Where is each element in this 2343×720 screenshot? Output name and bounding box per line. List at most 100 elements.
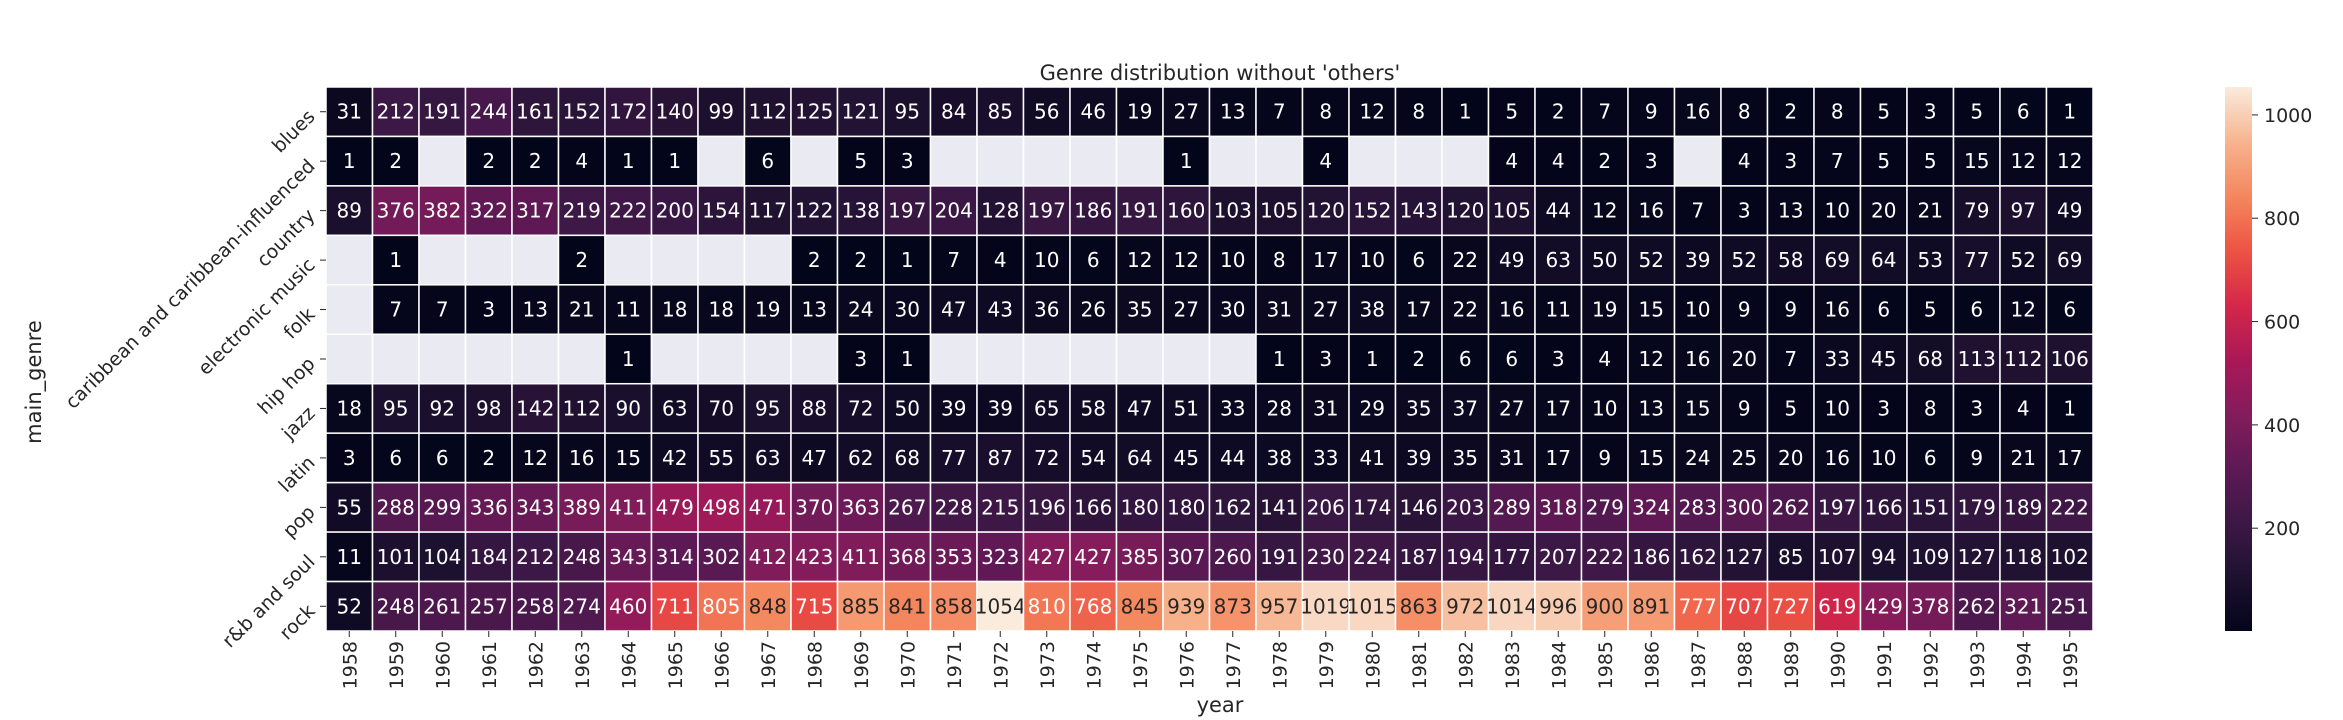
- cell-value-label: 727: [1772, 594, 1810, 618]
- cell-value-label: 31: [1313, 396, 1338, 420]
- heatmap-cell: [1952, 86, 2001, 138]
- cell-value-label: 77: [1964, 248, 1989, 272]
- cell-value-label: 7: [1691, 199, 1704, 223]
- cell-value-label: 47: [941, 298, 966, 322]
- cell-value-label: 146: [1400, 495, 1438, 519]
- cell-value-label: 12: [2011, 149, 2036, 173]
- heatmap-cell: [418, 135, 467, 187]
- x-tick-label: 1984: [1548, 641, 1570, 689]
- cell-value-label: 194: [1446, 545, 1484, 569]
- heatmap-cell: [325, 333, 374, 385]
- cell-value-label: 31: [1267, 298, 1292, 322]
- cell-value-label: 39: [988, 396, 1013, 420]
- cell-value-label: 20: [1732, 347, 1757, 371]
- cell-value-label: 112: [563, 396, 601, 420]
- cell-value-label: 1015: [1347, 594, 1398, 618]
- colorbar: 200 400 600 800 1000: [2225, 87, 2312, 631]
- cell-value-label: 197: [888, 199, 926, 223]
- heatmap-cell: [1208, 135, 1257, 187]
- cell-value-label: 141: [1260, 495, 1298, 519]
- cell-value-label: 30: [895, 298, 920, 322]
- cell-value-label: 120: [1307, 199, 1345, 223]
- cell-value-label: 92: [430, 396, 455, 420]
- cell-value-label: 33: [1220, 396, 1245, 420]
- heatmap-cell: [1813, 481, 1862, 533]
- cell-value-label: 8: [1319, 100, 1332, 124]
- cell-value-label: 152: [563, 100, 601, 124]
- cell-value-label: 95: [755, 396, 780, 420]
- cell-value-label: 4: [2017, 396, 2030, 420]
- heatmap-cell: [1022, 333, 1071, 385]
- cell-value-label: 41: [1360, 446, 1385, 470]
- heatmap-cell: [1906, 432, 1955, 484]
- cell-value-label: 1: [901, 347, 914, 371]
- heatmap-cell: [1069, 86, 1118, 138]
- cell-value-label: 6: [2063, 298, 2076, 322]
- cell-value-label: 107: [1818, 545, 1856, 569]
- heatmap-cell: [1580, 234, 1629, 286]
- x-tick-label: 1969: [851, 641, 873, 689]
- heatmap-cell: [1441, 432, 1490, 484]
- cell-value-label: 873: [1214, 594, 1252, 618]
- heatmap-cell: [1487, 185, 1536, 237]
- x-tick-labels: 1958 1959 1960 1961 1962 1963 1964 1965 1966 1967…: [339, 631, 2082, 689]
- cell-value-label: 16: [1639, 199, 1664, 223]
- cell-value-label: 215: [981, 495, 1019, 519]
- heatmap-cell: [1162, 135, 1211, 187]
- heatmap-cell: [604, 333, 653, 385]
- x-tick-label: 1995: [2060, 641, 2082, 689]
- cell-value-label: 3: [854, 347, 867, 371]
- cell-value-label: 19: [755, 298, 780, 322]
- heatmap-cell: [883, 531, 932, 583]
- cell-value-label: 863: [1400, 594, 1438, 618]
- heatmap-cell: [790, 135, 839, 187]
- cell-value-label: 9: [1738, 298, 1751, 322]
- y-tick-label: blues: [268, 106, 320, 158]
- heatmap-cell: [1022, 135, 1071, 187]
- heatmap-cell: [1208, 333, 1257, 385]
- cell-value-label: 33: [1825, 347, 1850, 371]
- cell-value-label: 90: [616, 396, 641, 420]
- cell-value-label: 6: [1412, 248, 1425, 272]
- heatmap-cell: [1580, 333, 1629, 385]
- cell-value-label: 17: [1406, 298, 1431, 322]
- cell-value-label: 189: [2004, 495, 2042, 519]
- heatmap-cell: [1673, 382, 1722, 434]
- cell-value-label: 3: [901, 149, 914, 173]
- cell-value-label: 85: [1778, 545, 1803, 569]
- x-tick-label: 1990: [1827, 641, 1849, 689]
- cell-value-label: 3: [1784, 149, 1797, 173]
- heatmap-cell: [1813, 382, 1862, 434]
- heatmap-cell: [1348, 580, 1397, 632]
- cell-value-label: 427: [1074, 545, 1112, 569]
- cell-value-label: 22: [1453, 298, 1478, 322]
- cell-value-label: 6: [436, 446, 449, 470]
- heatmap-cell: [1487, 333, 1536, 385]
- cell-value-label: 28: [1267, 396, 1292, 420]
- cell-value-label: 191: [423, 100, 461, 124]
- heatmap-cell: [511, 185, 560, 237]
- heatmap-cell: [2045, 284, 2094, 336]
- cell-value-label: 12: [1639, 347, 1664, 371]
- cell-value-label: 711: [656, 594, 694, 618]
- cell-value-label: 841: [888, 594, 926, 618]
- cell-value-label: 228: [935, 495, 973, 519]
- cell-value-label: 152: [1353, 199, 1391, 223]
- cell-value-label: 248: [377, 594, 415, 618]
- heatmap-cell: [1952, 481, 2001, 533]
- heatmap-cell: [790, 481, 839, 533]
- heatmap-cell: [604, 234, 653, 286]
- heatmap-cell: [1208, 382, 1257, 434]
- heatmap-cell: [557, 333, 606, 385]
- cell-value-label: 172: [609, 100, 647, 124]
- cell-value-label: 13: [1639, 396, 1664, 420]
- heatmap-cell: [790, 234, 839, 286]
- colorbar-tick-label: 600: [2264, 312, 2300, 334]
- cell-value-label: 3: [1552, 347, 1565, 371]
- heatmap-cell: [976, 135, 1025, 187]
- heatmap-cell: [790, 382, 839, 434]
- heatmap-cell: [464, 185, 513, 237]
- cell-value-label: 186: [1074, 199, 1112, 223]
- cell-value-label: 302: [702, 545, 740, 569]
- heatmap-cell: [743, 135, 792, 187]
